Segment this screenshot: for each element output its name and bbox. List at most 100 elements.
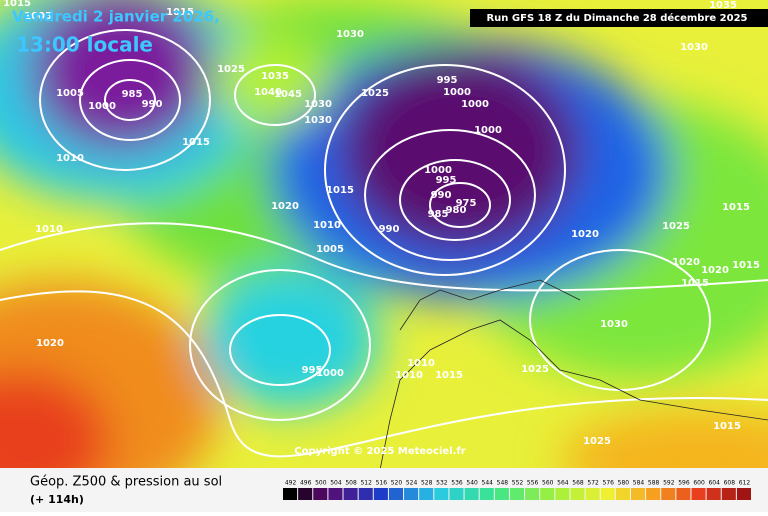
isobar-label: 1000	[474, 125, 502, 136]
scale-swatch	[343, 488, 358, 500]
isobar-label: 1000	[316, 368, 344, 379]
scale-swatch	[449, 488, 464, 500]
time: 13:00 locale	[16, 33, 153, 57]
scale-label: 600	[693, 480, 705, 487]
scale-swatch	[630, 488, 646, 500]
isobar-label: 1030	[600, 319, 628, 330]
scale-label: 608	[724, 480, 736, 487]
isobar-label: 1030	[304, 115, 332, 126]
scale-label: 596	[678, 480, 690, 487]
scale-label: 528	[421, 480, 433, 487]
isobar-label: 995	[436, 175, 457, 186]
scale-label: 576	[603, 480, 615, 487]
scale-swatch	[283, 488, 298, 500]
scale-swatch	[494, 488, 509, 500]
scale-label: 592	[663, 480, 675, 487]
run: Run GFS 18 Z du Dimanche 28 décembre 202…	[486, 12, 747, 24]
scale-swatch	[525, 488, 540, 500]
isobar-label: 1015	[166, 7, 194, 18]
scale-swatch	[479, 488, 494, 500]
isobar-label: 1015	[326, 185, 354, 196]
isobar-label: 1025	[583, 436, 611, 447]
isobar-label: 1035	[261, 71, 289, 82]
scale-label: 612	[739, 480, 751, 487]
scale-swatch	[434, 488, 449, 500]
isobar-label: 990	[142, 99, 163, 110]
run-box	[470, 9, 768, 27]
scale-swatch	[721, 488, 736, 500]
isobar-label: 1025	[662, 221, 690, 232]
scale-swatch	[691, 488, 706, 500]
scale-swatch	[646, 488, 661, 500]
scale-label: 588	[648, 480, 660, 487]
scale-swatch	[676, 488, 691, 500]
scale-label: 532	[436, 480, 448, 487]
scale-label: 520	[391, 480, 403, 487]
isobar-label: 1015	[681, 278, 709, 289]
scale-label: 604	[708, 480, 720, 487]
scale-label: 548	[497, 480, 509, 487]
isobar-label: 1015	[732, 260, 760, 271]
scale-label: 524	[406, 480, 418, 487]
isobar-labels: 1005101510151005100098599010101015102510…	[3, 0, 760, 447]
scale-swatch	[570, 488, 585, 500]
date: Vendredi 2 janvier 2026,	[12, 8, 220, 26]
scale-label: 492	[285, 480, 297, 487]
isobar-label: 1005	[316, 244, 344, 255]
scale-label: 516	[376, 480, 388, 487]
scale-label: 568	[572, 480, 584, 487]
isobar-label: 1005	[56, 88, 84, 99]
scale-swatch	[600, 488, 615, 500]
isobar-label: 1015	[182, 137, 210, 148]
isobar-label: 1030	[304, 99, 332, 110]
coastlines	[379, 279, 768, 468]
isobar-label: 985	[122, 89, 143, 100]
isobar-label: 980	[446, 205, 467, 216]
scale-label: 536	[451, 480, 463, 487]
color-scale: 492 496 500 504 508 512 516 520 524 528 532 536 540 5…	[283, 480, 751, 500]
scale-label: 540	[466, 480, 478, 487]
scale-label: 556	[527, 480, 539, 487]
scale-swatch	[328, 488, 343, 500]
isobar-label: 1010	[407, 358, 435, 369]
scale-label: 572	[587, 480, 599, 487]
scale-label: 580	[618, 480, 630, 487]
scale-swatch	[585, 488, 600, 500]
isobar-label: 990	[379, 224, 400, 235]
scale-label: 504	[330, 480, 342, 487]
isobar-label: 1000	[424, 165, 452, 176]
scale-label: 560	[542, 480, 554, 487]
scale-swatch	[464, 488, 479, 500]
isobar-label: 1000	[443, 87, 471, 98]
isobar-label: 1005	[24, 11, 52, 22]
isobar-label: 1020	[571, 229, 599, 240]
scale-label: 552	[512, 480, 524, 487]
footer-lead: (+ 114h)	[30, 493, 84, 506]
isobar-label: 1015	[713, 421, 741, 432]
copyright: Copyright © 2025 Meteociel.fr	[294, 446, 465, 457]
isobar-label: 1030	[336, 29, 364, 40]
isobar-label: 1015	[722, 202, 750, 213]
scale-label: 544	[482, 480, 494, 487]
scale-swatch	[736, 488, 751, 500]
scale-swatch	[706, 488, 721, 500]
scale-label: 496	[300, 480, 312, 487]
isobar-label: 1040	[254, 87, 282, 98]
scale-label: 512	[360, 480, 372, 487]
scale-swatch	[388, 488, 404, 500]
scale-label: 508	[345, 480, 357, 487]
isobar-label: 990	[431, 190, 452, 201]
scale-swatch	[615, 488, 630, 500]
scale-swatch	[509, 488, 525, 500]
isobar-label: 1030	[680, 42, 708, 53]
scale-label: 564	[557, 480, 569, 487]
isobar-label: 1045	[274, 89, 302, 100]
isobar-label: 1025	[361, 88, 389, 99]
isobar-label: 1035	[709, 0, 737, 11]
isobar-label: 1015	[435, 370, 463, 381]
isobar-label: 1000	[88, 101, 116, 112]
scale-swatch	[313, 488, 328, 500]
isobar-label: 995	[302, 365, 323, 376]
